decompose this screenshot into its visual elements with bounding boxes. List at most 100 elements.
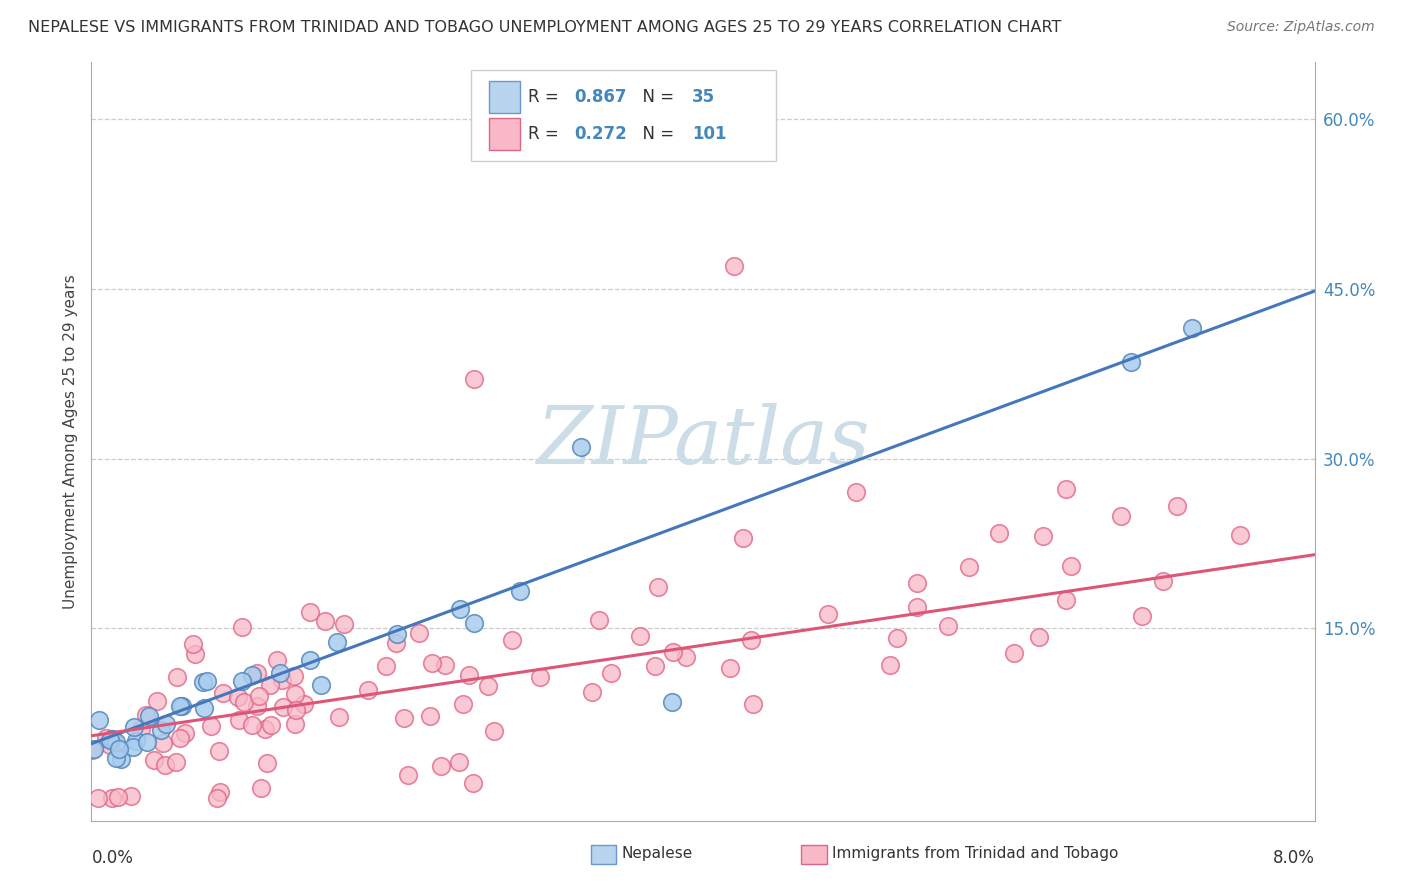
Point — [936, 618, 959, 632]
Point — [166, 670, 188, 684]
Text: N =: N = — [633, 125, 679, 143]
Point — [284, 687, 307, 701]
Point — [169, 731, 191, 745]
Point — [463, 776, 485, 790]
Point — [394, 711, 416, 725]
Point — [104, 751, 127, 765]
Point — [283, 669, 305, 683]
Point — [733, 531, 755, 545]
Point — [326, 635, 349, 649]
Point — [309, 678, 332, 692]
Point — [228, 713, 250, 727]
Point — [212, 686, 235, 700]
Point — [886, 631, 908, 645]
Point — [453, 698, 475, 712]
Point — [333, 616, 356, 631]
Point — [396, 768, 419, 782]
Point — [208, 784, 231, 798]
Point — [101, 732, 124, 747]
Point — [328, 709, 350, 723]
Point — [420, 656, 443, 670]
Point — [675, 650, 697, 665]
Point — [987, 526, 1010, 541]
Point — [845, 485, 868, 500]
Point — [430, 758, 453, 772]
Point — [1181, 321, 1204, 335]
Point — [181, 637, 204, 651]
Point — [723, 259, 745, 273]
Point — [419, 709, 441, 723]
Point — [253, 722, 276, 736]
Point — [375, 659, 398, 673]
Point — [905, 599, 928, 614]
Point — [644, 659, 666, 673]
Point — [1229, 528, 1251, 542]
Point — [509, 584, 531, 599]
Point — [146, 694, 169, 708]
Point — [284, 717, 307, 731]
Point — [96, 731, 118, 745]
Point — [233, 695, 256, 709]
Point — [1121, 355, 1143, 369]
Point — [87, 713, 110, 727]
Point — [905, 576, 928, 591]
Point — [718, 661, 741, 675]
Point — [529, 670, 551, 684]
Point — [249, 780, 271, 795]
Point — [105, 735, 128, 749]
Text: 101: 101 — [692, 125, 727, 143]
Point — [1054, 593, 1077, 607]
Text: R =: R = — [529, 88, 564, 106]
Bar — [489, 81, 520, 113]
Point — [193, 701, 215, 715]
Point — [155, 716, 177, 731]
Point — [434, 657, 457, 672]
Point — [169, 698, 191, 713]
Point — [384, 636, 406, 650]
Point — [292, 697, 315, 711]
Point — [87, 791, 110, 805]
Point — [101, 732, 124, 747]
Point — [153, 758, 176, 772]
Point — [226, 690, 249, 704]
Point — [1166, 499, 1188, 513]
Point — [599, 665, 621, 680]
Point — [246, 698, 269, 713]
Text: NEPALESE VS IMMIGRANTS FROM TRINIDAD AND TOBAGO UNEMPLOYMENT AMONG AGES 25 TO 29: NEPALESE VS IMMIGRANTS FROM TRINIDAD AND… — [28, 20, 1062, 35]
Point — [195, 673, 218, 688]
Point — [449, 602, 471, 616]
Point — [208, 744, 231, 758]
Point — [1109, 508, 1132, 523]
Point — [246, 666, 269, 681]
Text: R =: R = — [529, 125, 564, 143]
Point — [136, 735, 159, 749]
Point — [357, 683, 380, 698]
Point — [259, 678, 281, 692]
FancyBboxPatch shape — [471, 70, 776, 161]
Point — [1032, 529, 1054, 543]
Point — [174, 726, 197, 740]
Point — [1028, 630, 1050, 644]
Point — [231, 673, 253, 688]
Point — [662, 645, 685, 659]
Point — [271, 700, 294, 714]
Point — [129, 722, 152, 736]
Point — [125, 734, 148, 748]
Point — [149, 723, 172, 738]
Point — [107, 789, 129, 804]
Text: 8.0%: 8.0% — [1272, 849, 1315, 867]
Text: 0.272: 0.272 — [575, 125, 627, 143]
Point — [184, 647, 207, 661]
Point — [83, 742, 105, 756]
Point — [1002, 646, 1025, 660]
Point — [80, 742, 103, 756]
Point — [135, 708, 157, 723]
Text: 0.867: 0.867 — [575, 88, 627, 106]
Point — [122, 720, 145, 734]
Point — [484, 723, 506, 738]
Point — [266, 653, 288, 667]
Point — [501, 633, 523, 648]
Bar — [489, 118, 520, 150]
Point — [98, 738, 121, 752]
Text: Source: ZipAtlas.com: Source: ZipAtlas.com — [1227, 20, 1375, 34]
